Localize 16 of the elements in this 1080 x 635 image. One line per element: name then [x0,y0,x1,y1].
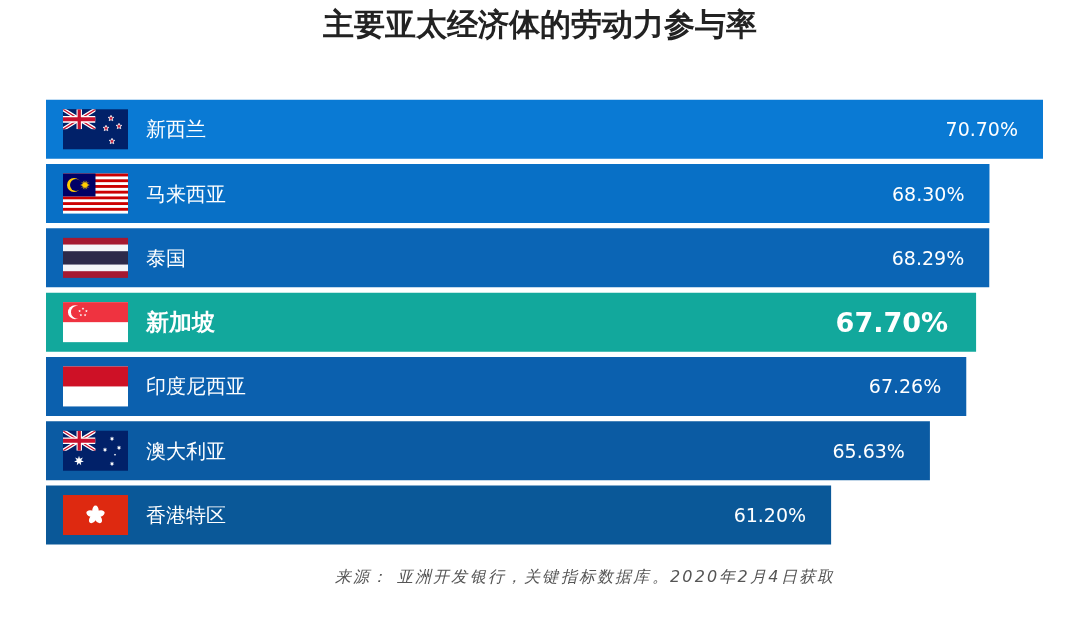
source-note: 来源： 亚洲开发银行，关键指标数据库。2020年2月4日获取 [335,567,836,588]
chart-title: 主要亚太经济体的劳动力参与率 [322,5,758,44]
y-tick-label: 新加坡 [145,309,215,336]
data-label: 68.30% [892,182,965,205]
data-label: 68.29% [891,246,965,269]
y-tick-label: 马来西亚 [146,181,226,206]
y-tick-label: 泰国 [146,245,186,270]
y-tick-label: 印度尼西亚 [146,374,246,399]
data-label: 67.70% [835,306,949,338]
data-label: 65.63% [832,439,905,462]
y-tick-label: 新西兰 [146,117,206,142]
y-tick-label: 澳大利亚 [146,438,226,463]
y-tick-label: 香港特区 [146,503,226,528]
data-label: 61.20% [733,504,807,527]
data-label: 67.26% [868,375,942,398]
data-label: 70.70% [945,118,1018,141]
